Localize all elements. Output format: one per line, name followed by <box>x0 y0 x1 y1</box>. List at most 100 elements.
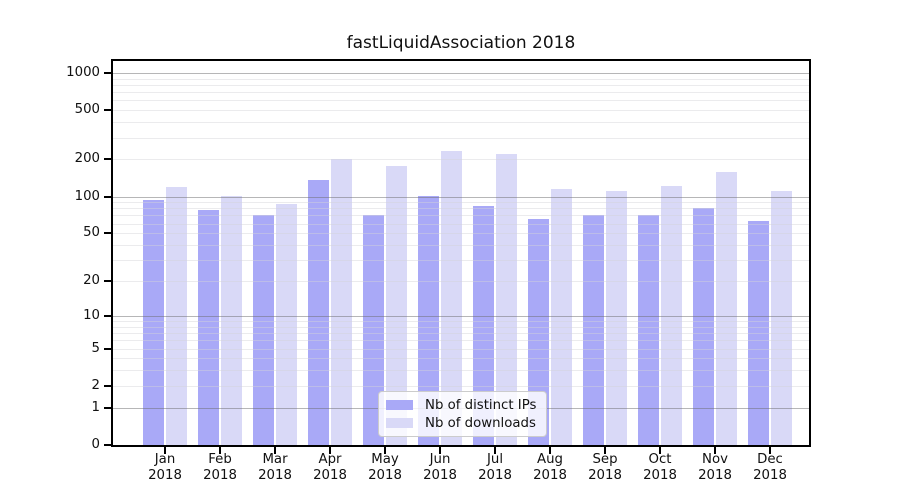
gridline-minor <box>113 122 809 124</box>
gridline-minor <box>113 78 809 80</box>
chart-title: fastLiquidAssociation 2018 <box>346 33 576 53</box>
gridline-minor <box>113 223 809 225</box>
y-tick-mark <box>104 195 111 198</box>
gridline-minor <box>113 385 809 387</box>
x-tick-mark <box>164 447 166 454</box>
bar-distinct-ips <box>198 209 219 445</box>
gridline-minor <box>113 245 809 246</box>
y-tick-mark <box>104 158 111 161</box>
x-tick-label: Apr 2018 <box>313 452 347 483</box>
bar-distinct-ips <box>143 200 164 445</box>
x-tick-mark <box>439 447 441 454</box>
gridline-minor <box>113 202 809 204</box>
bar-downloads <box>441 150 462 445</box>
axis-spine-bottom <box>111 445 811 447</box>
bar-distinct-ips <box>473 205 494 445</box>
bar-downloads <box>716 172 737 445</box>
gridline-minor <box>113 208 809 210</box>
bar-downloads <box>771 190 792 445</box>
bar-distinct-ips <box>748 221 769 445</box>
gridline-major <box>113 315 809 317</box>
bar-distinct-ips <box>638 215 659 445</box>
y-tick-label: 50 <box>83 225 100 241</box>
plot-area <box>113 60 809 445</box>
gridline-major <box>113 72 809 74</box>
x-tick-label: Jul 2018 <box>478 452 512 483</box>
bar-downloads <box>606 190 627 445</box>
gridline-minor <box>113 370 809 372</box>
legend-item-downloads: Nb of downloads <box>386 415 536 431</box>
bar-distinct-ips <box>693 207 714 445</box>
y-tick-label: 1 <box>91 399 100 415</box>
x-tick-mark <box>659 447 661 454</box>
axis-spine-right <box>809 59 811 447</box>
gridline-minor <box>113 159 809 161</box>
bar-distinct-ips <box>363 215 384 445</box>
y-tick-mark <box>104 280 111 282</box>
legend-label-distinct-ips: Nb of distinct IPs <box>425 397 537 413</box>
x-tick-label: Feb 2018 <box>203 452 237 483</box>
gridline-minor <box>113 100 809 102</box>
bar-downloads <box>276 204 297 445</box>
axis-spine-top <box>111 59 811 61</box>
y-tick-label: 5 <box>91 340 100 356</box>
x-tick-mark <box>714 447 716 454</box>
x-tick-mark <box>274 447 276 454</box>
gridline-minor <box>113 333 809 334</box>
y-tick-label: 200 <box>74 151 100 167</box>
y-tick-label: 2 <box>91 377 100 393</box>
x-tick-label: Nov 2018 <box>698 452 732 483</box>
gridline-minor <box>113 215 809 217</box>
bar-distinct-ips <box>528 218 549 445</box>
y-tick-mark <box>104 71 111 74</box>
gridline-major <box>113 196 809 198</box>
axis-spine-left <box>111 59 113 447</box>
x-tick-label: Jan 2018 <box>148 452 182 483</box>
x-tick-mark <box>549 447 551 454</box>
y-tick-label: 20 <box>83 273 100 288</box>
y-tick-mark <box>104 109 111 112</box>
gridline-minor <box>113 137 809 139</box>
bar-downloads <box>496 154 517 445</box>
y-tick-mark <box>104 444 111 446</box>
x-tick-mark <box>494 447 496 454</box>
legend-swatch-distinct-ips <box>386 400 413 410</box>
y-tick-mark <box>104 384 111 387</box>
gridline-minor <box>113 321 809 322</box>
gridline-minor <box>113 110 809 112</box>
x-tick-label: Oct 2018 <box>643 452 677 483</box>
bar-downloads <box>166 186 187 445</box>
legend: Nb of distinct IPs Nb of downloads <box>378 391 548 437</box>
gridline-minor <box>113 84 809 86</box>
bar-downloads <box>221 195 242 445</box>
y-tick-mark <box>104 347 111 350</box>
x-tick-label: Aug 2018 <box>533 452 567 483</box>
x-tick-label: Jun 2018 <box>423 452 457 483</box>
gridline-minor <box>113 326 809 328</box>
gridline-minor <box>113 233 809 235</box>
x-tick-label: Dec 2018 <box>753 452 787 483</box>
legend-label-downloads: Nb of downloads <box>425 415 536 431</box>
legend-item-distinct-ips: Nb of distinct IPs <box>386 397 536 413</box>
y-tick-label: 10 <box>83 307 100 323</box>
bar-downloads <box>331 158 352 445</box>
x-tick-mark <box>604 447 606 454</box>
y-tick-mark <box>104 406 111 409</box>
x-tick-mark <box>329 447 331 454</box>
y-tick-mark <box>104 232 111 235</box>
gridline-minor <box>113 92 809 94</box>
x-tick-label: Sep 2018 <box>588 452 622 483</box>
gridline-minor <box>113 281 809 282</box>
gridline-minor <box>113 348 809 350</box>
y-tick-label: 500 <box>74 102 100 118</box>
bar-distinct-ips <box>418 196 439 445</box>
bar-distinct-ips <box>253 214 274 445</box>
bar-downloads <box>551 189 572 445</box>
x-tick-mark <box>219 447 221 454</box>
gridline-minor <box>113 260 809 262</box>
x-tick-label: Mar 2018 <box>258 452 292 483</box>
y-tick-mark <box>104 314 111 317</box>
bar-downloads <box>386 165 407 445</box>
gridline-minor <box>113 358 809 360</box>
